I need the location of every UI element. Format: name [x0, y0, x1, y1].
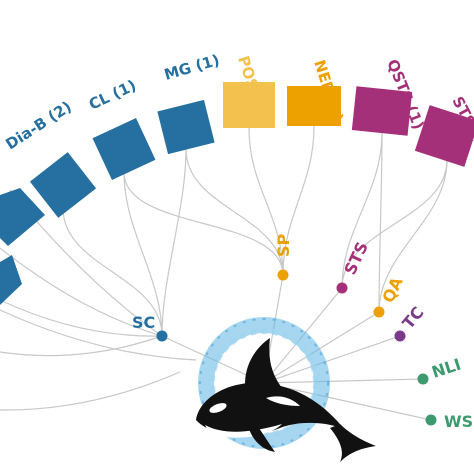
- node-label-nli: NLI: [429, 355, 463, 382]
- edge-box-top: [0, 188, 45, 246]
- connector-line-9: [378, 159, 448, 313]
- connector-line-10: [378, 132, 383, 313]
- node-label-sts: STS: [340, 239, 372, 278]
- category-label-dia-b-2: Dia-B (2): [2, 98, 74, 154]
- connector-line-1: [123, 171, 163, 337]
- connector-line-hub-4: [263, 335, 401, 384]
- category-box-mg-1: [157, 99, 215, 155]
- node-dot-qa: [373, 306, 385, 318]
- connector-line-hub-3: [263, 311, 380, 384]
- connector-line-hub-5: [263, 378, 424, 384]
- category-box-ner-2: [287, 86, 341, 126]
- category-box-cl-1: [92, 118, 156, 180]
- connector-line-2: [161, 148, 187, 337]
- edge-boxes: [0, 188, 45, 305]
- connector-line-0: [62, 207, 163, 337]
- connector-line-edge-2: [0, 335, 163, 357]
- node-label-sp: SP: [274, 233, 293, 257]
- node-dot-ws: [425, 414, 437, 426]
- connector-line-edge-4: [0, 309, 197, 361]
- orca-in-water-ring-icon: [196, 317, 376, 462]
- node-dot-sc: [156, 330, 168, 342]
- category-label-mg-1: MG (1): [162, 51, 221, 84]
- node-label-tc: TC: [399, 303, 428, 333]
- connector-line-edge-3: [0, 371, 181, 411]
- connector-line-edge-0: [0, 247, 163, 337]
- category-box-sts-1: [414, 105, 474, 167]
- node-label-qa: QA: [378, 274, 406, 306]
- node-dot-tc: [394, 330, 406, 342]
- connector-line-6: [341, 159, 448, 289]
- connector-line-7: [185, 148, 284, 276]
- connector-line-3: [248, 127, 284, 276]
- category-box-dia-b-2: [29, 152, 97, 218]
- connector-line-5: [341, 132, 383, 289]
- category-boxes: [29, 82, 474, 218]
- node-label-sc: SC: [132, 313, 155, 332]
- node-label-ws: WS: [444, 412, 473, 431]
- node-dot-sp: [277, 269, 289, 281]
- category-box-pos-3: [223, 82, 275, 128]
- node-dot-sts: [336, 282, 348, 294]
- category-label-cl-1: CL (1): [86, 76, 139, 113]
- connector-line-8: [123, 171, 284, 276]
- edge-box-bottom: [0, 255, 22, 305]
- connector-line-edge-1: [0, 299, 163, 337]
- connector-line-4: [282, 125, 315, 276]
- category-box-qsts-1: [351, 86, 413, 136]
- node-dot-nli: [417, 373, 429, 385]
